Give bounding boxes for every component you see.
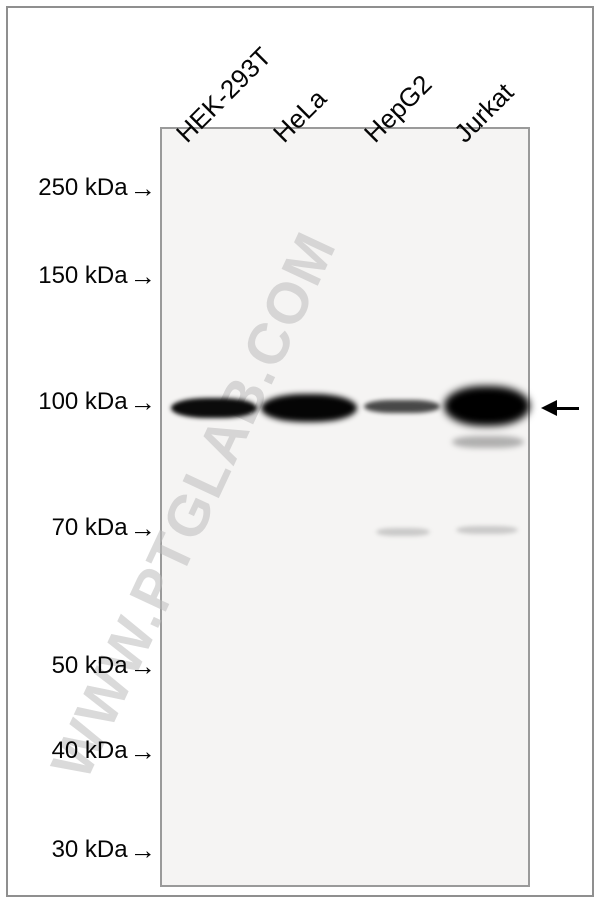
marker-label: 150 kDa→ [0,262,156,290]
marker-text: 40 kDa [52,737,128,765]
protein-band [376,528,430,536]
marker-label: 40 kDa→ [0,737,156,765]
marker-text: 30 kDa [52,836,128,864]
arrow-right-icon: → [130,389,156,415]
marker-label: 50 kDa→ [0,652,156,680]
arrow-right-icon: → [130,653,156,679]
marker-text: 70 kDa [52,514,128,542]
band-indicator-arrow [541,400,579,416]
marker-text: 100 kDa [38,388,127,416]
arrow-right-icon: → [130,837,156,863]
marker-text: 150 kDa [38,262,127,290]
protein-band [444,386,530,426]
marker-text: 250 kDa [38,174,127,202]
protein-band [456,526,518,534]
arrow-right-icon: → [130,175,156,201]
marker-label: 70 kDa→ [0,514,156,542]
protein-band [452,436,524,448]
arrow-shaft [557,407,579,410]
western-blot-figure: WWW.PTGLAB.COM HEK-293THeLaHepG2Jurkat25… [0,0,600,903]
protein-band [364,400,440,413]
protein-band [171,398,257,418]
marker-label: 30 kDa→ [0,836,156,864]
protein-band [261,394,357,422]
arrow-right-icon: → [130,515,156,541]
marker-label: 250 kDa→ [0,174,156,202]
marker-text: 50 kDa [52,652,128,680]
blot-membrane [160,127,530,887]
arrow-right-icon: → [130,263,156,289]
marker-label: 100 kDa→ [0,388,156,416]
arrow-head-icon [541,400,557,416]
arrow-right-icon: → [130,738,156,764]
